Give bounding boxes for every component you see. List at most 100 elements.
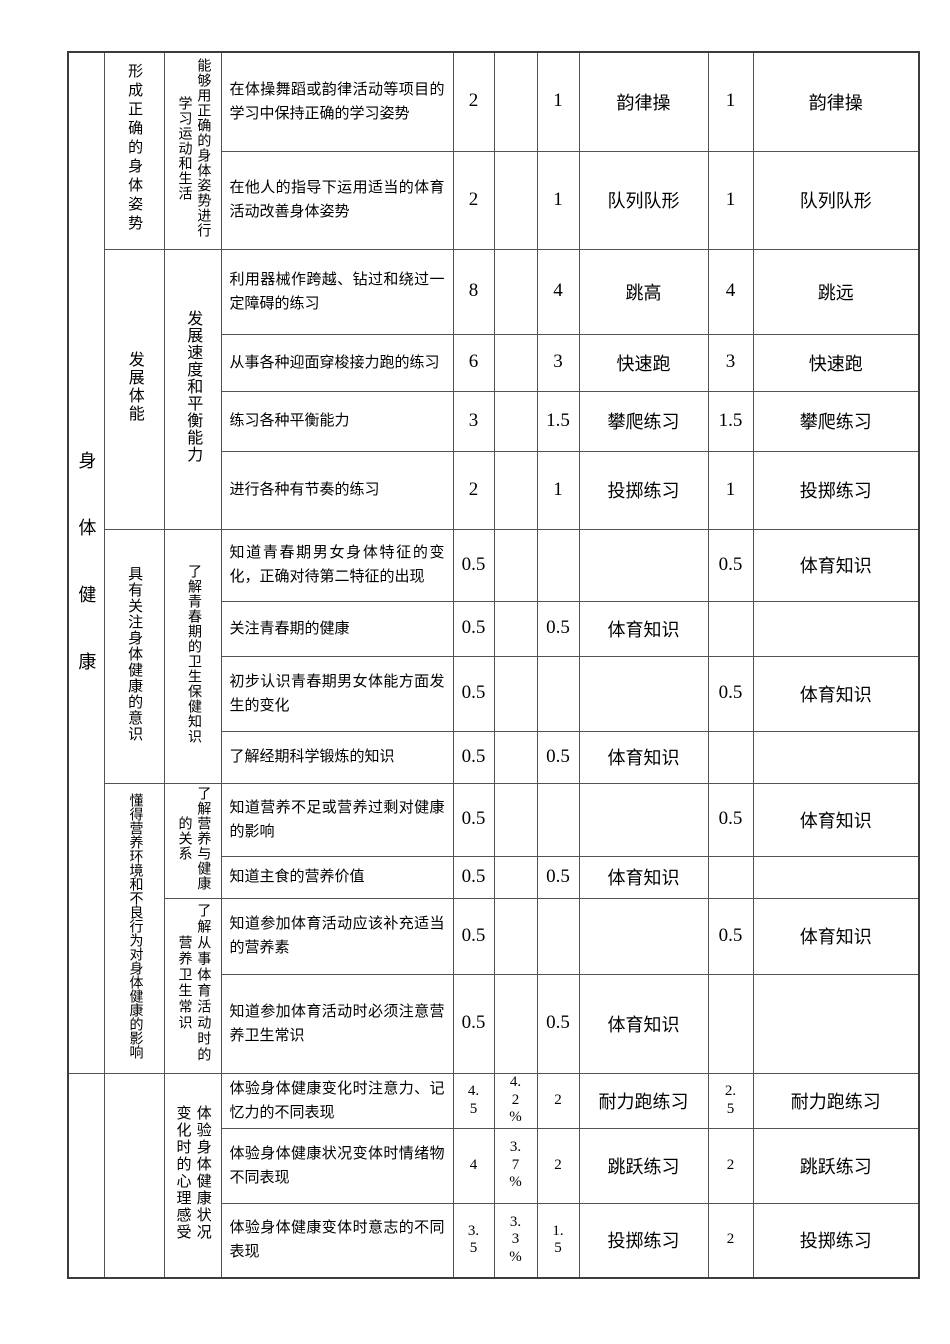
- term2-hours-cell: 2: [707, 1202, 754, 1279]
- term1-activity-cell: 体育知识: [578, 855, 709, 899]
- objective-label: 了解从事体育活动时的 营养卫生常识: [176, 903, 211, 1063]
- description-cell: 知道营养不足或营养过剩对健康的影响: [220, 782, 454, 857]
- percent-cell: [493, 600, 538, 657]
- percent-cell: [493, 333, 538, 392]
- table-row: 知道参加体育活动时必须注意营养卫生常识 0.5 0.5 体育知识: [68, 973, 920, 1074]
- curriculum-table: 身体健康 形成正确的身体姿势 能够用正确的身体姿势进行 学习运动和生活 在体操舞…: [67, 51, 920, 1279]
- percent-cell: 3. 7 %: [493, 1127, 538, 1204]
- hours-cell: 0.5: [452, 730, 495, 784]
- description-cell: 在体操舞蹈或韵律活动等项目的学习中保持正确的学习姿势: [220, 51, 454, 152]
- hours-cell: 0.5: [452, 528, 495, 602]
- empty-category-cell: [103, 1072, 165, 1279]
- hours-cell: 0.5: [452, 855, 495, 899]
- percent-cell: [493, 973, 538, 1074]
- term1-activity-cell: 投掷练习: [578, 450, 709, 530]
- term2-activity-cell: 攀爬练习: [752, 390, 920, 452]
- term2-activity-cell: 投掷练习: [752, 450, 920, 530]
- percent-cell: [493, 390, 538, 452]
- category-label: 懂得营养环境和不良行为对身体健康的影响: [127, 792, 143, 1059]
- table-row: 了解经期科学锻炼的知识 0.5 0.5 体育知识: [68, 730, 920, 784]
- term2-hours-cell: [707, 855, 754, 899]
- term1-hours-cell: 0.5: [536, 730, 580, 784]
- table-row: 体验身体健康变体时意志的不同表现 3. 5 3. 3 % 1. 5 投掷练习 2…: [68, 1202, 920, 1279]
- term1-hours-cell: 2: [536, 1072, 580, 1129]
- hours-cell: 4: [452, 1127, 495, 1204]
- term2-activity-cell: 体育知识: [752, 655, 920, 732]
- hours-cell: 0.5: [452, 655, 495, 732]
- term1-activity-cell: 跳跃练习: [578, 1127, 709, 1204]
- category-label: 发展体能: [125, 350, 143, 423]
- term2-hours-cell: 2. 5: [707, 1072, 754, 1129]
- term1-hours-cell: 1: [536, 450, 580, 530]
- percent-cell: [493, 730, 538, 784]
- term2-activity-cell: [752, 600, 920, 657]
- term1-hours-cell: 0.5: [536, 600, 580, 657]
- term2-activity-cell: 跳跃练习: [752, 1127, 920, 1204]
- percent-cell: [493, 150, 538, 250]
- description-cell: 关注青春期的健康: [220, 600, 454, 657]
- empty-dimension-cell: [67, 1072, 105, 1279]
- hours-cell: 6: [452, 333, 495, 392]
- hours-cell: 3. 5: [452, 1202, 495, 1279]
- term1-activity-cell: 体育知识: [578, 730, 709, 784]
- hours-cell: 8: [452, 248, 495, 335]
- term2-hours-cell: 0.5: [707, 897, 754, 975]
- term1-activity-cell: [578, 782, 709, 857]
- table-row: 懂得营养环境和不良行为对身体健康的影响 了解营养与健康 的关系 知道营养不足或营…: [68, 782, 920, 1074]
- objective-label: 了解营养与健康 的关系: [176, 785, 211, 891]
- objective-label: 发展速度和平衡能力: [184, 310, 202, 463]
- term2-activity-cell: 投掷练习: [752, 1202, 920, 1279]
- percent-cell: [493, 782, 538, 857]
- description-cell: 知道参加体育活动时必须注意营养卫生常识: [220, 973, 454, 1074]
- term2-hours-cell: 1.5: [707, 390, 754, 452]
- description-cell: 在他人的指导下运用适当的体育活动改善身体姿势: [220, 150, 454, 250]
- term1-hours-cell: 1.5: [536, 390, 580, 452]
- dimension-label: 身体健康: [76, 451, 97, 720]
- term2-hours-cell: [707, 730, 754, 784]
- term1-hours-cell: 2: [536, 1127, 580, 1204]
- term2-hours-cell: 3: [707, 333, 754, 392]
- term1-activity-cell: [578, 897, 709, 975]
- category-cell: 懂得营养环境和不良行为对身体健康的影响: [103, 782, 165, 1074]
- term2-activity-cell: 体育知识: [752, 782, 920, 857]
- hours-cell: 2: [452, 450, 495, 530]
- category-cell: 具有关注身体健康的意识: [103, 528, 165, 784]
- hours-cell: 3: [452, 390, 495, 452]
- objective-label: 体验身体健康状况 变化时的心理感受: [174, 1104, 211, 1241]
- term2-activity-cell: 队列队形: [752, 150, 920, 250]
- category-cell: 发展体能: [103, 248, 165, 530]
- percent-cell: 3. 3 %: [493, 1202, 538, 1279]
- table-row: 体验身体健康状况变体时情绪物不同表现 4 3. 7 % 2 跳跃练习 2 跳跃练…: [68, 1127, 920, 1204]
- description-cell: 初步认识青春期男女体能方面发生的变化: [220, 655, 454, 732]
- term1-activity-cell: [578, 528, 709, 602]
- hours-cell: 4. 5: [452, 1072, 495, 1129]
- table-row: 发展体能 发展速度和平衡能力 利用器械作跨越、钻过和绕过一定障碍的练习 8 4 …: [68, 248, 920, 530]
- percent-cell: [493, 248, 538, 335]
- table-row: 了解从事体育活动时的 营养卫生常识 知道参加体育活动应该补充适当的营养素 0.5…: [68, 897, 920, 1074]
- term2-activity-cell: 体育知识: [752, 897, 920, 975]
- description-cell: 体验身体健康变体时意志的不同表现: [220, 1202, 454, 1279]
- objective-cell: 能够用正确的身体姿势进行 学习运动和生活: [163, 51, 222, 250]
- category-label: 形成正确的身体姿势: [126, 62, 143, 234]
- description-cell: 从事各种迎面穿梭接力跑的练习: [220, 333, 454, 392]
- term2-activity-cell: [752, 973, 920, 1074]
- percent-cell: [493, 855, 538, 899]
- percent-cell: [493, 897, 538, 975]
- description-cell: 知道参加体育活动应该补充适当的营养素: [220, 897, 454, 975]
- term1-activity-cell: 跳高: [578, 248, 709, 335]
- term1-hours-cell: 3: [536, 333, 580, 392]
- hours-cell: 0.5: [452, 897, 495, 975]
- percent-cell: [493, 655, 538, 732]
- objective-cell: 发展速度和平衡能力: [163, 248, 222, 530]
- term1-activity-cell: 耐力跑练习: [578, 1072, 709, 1129]
- description-cell: 体验身体健康变化时注意力、记忆力的不同表现: [220, 1072, 454, 1129]
- percent-cell: [493, 528, 538, 602]
- term2-hours-cell: 1: [707, 51, 754, 152]
- term1-hours-cell: [536, 655, 580, 732]
- objective-label: 能够用正确的身体姿势进行 学习运动和生活: [176, 58, 211, 239]
- percent-cell: [493, 450, 538, 530]
- description-cell: 体验身体健康状况变体时情绪物不同表现: [220, 1127, 454, 1204]
- term2-hours-cell: [707, 973, 754, 1074]
- term2-hours-cell: 4: [707, 248, 754, 335]
- term2-hours-cell: 0.5: [707, 782, 754, 857]
